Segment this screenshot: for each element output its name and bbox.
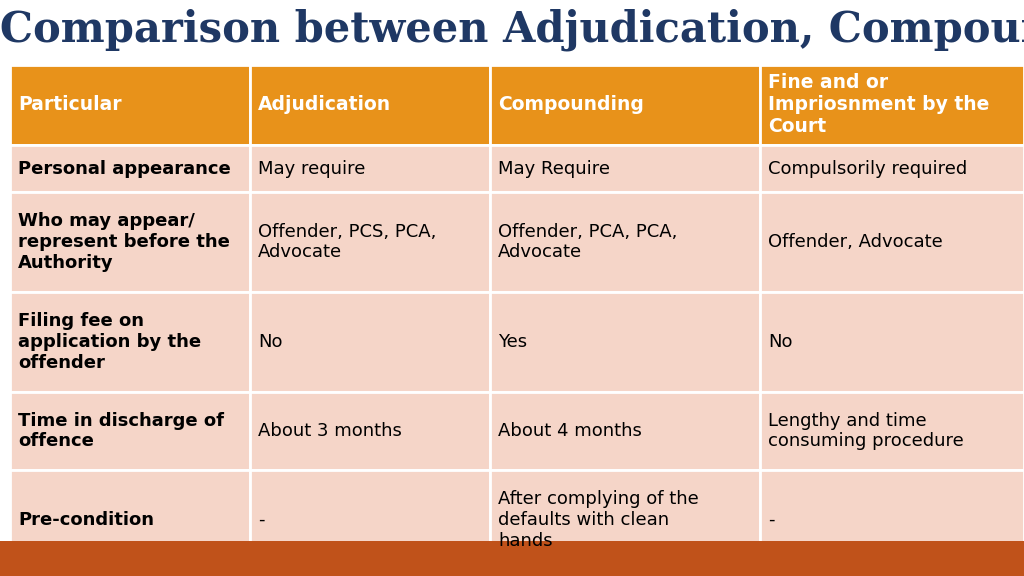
Bar [490, 192, 760, 292]
Text: Fine and or
Impriosnment by the
Court: Fine and or Impriosnment by the Court [768, 74, 989, 137]
Bar [250, 145, 490, 192]
Text: Yes: Yes [498, 333, 527, 351]
Bar [760, 292, 1024, 392]
Text: Offender, PCS, PCA,
Advocate: Offender, PCS, PCA, Advocate [258, 222, 436, 262]
Bar [490, 470, 760, 570]
Text: Offender, Advocate: Offender, Advocate [768, 233, 943, 251]
Bar [760, 192, 1024, 292]
Text: About 3 months: About 3 months [258, 422, 401, 440]
Text: No: No [768, 333, 793, 351]
Bar [10, 470, 250, 570]
Bar [760, 392, 1024, 470]
Text: Personal appearance: Personal appearance [18, 160, 230, 177]
Text: Time in discharge of
offence: Time in discharge of offence [18, 412, 224, 450]
Text: -: - [768, 511, 774, 529]
Text: Who may appear/
represent before the
Authority: Who may appear/ represent before the Aut… [18, 212, 229, 272]
Bar [760, 145, 1024, 192]
Text: May require: May require [258, 160, 366, 177]
Text: Compounding: Compounding [498, 96, 644, 115]
Text: Compulsorily required: Compulsorily required [768, 160, 968, 177]
Text: After complying of the
defaults with clean
hands: After complying of the defaults with cle… [498, 490, 698, 550]
Bar [760, 65, 1024, 145]
Text: -: - [258, 511, 264, 529]
Bar [250, 292, 490, 392]
Bar [490, 145, 760, 192]
Text: Offender, PCA, PCA,
Advocate: Offender, PCA, PCA, Advocate [498, 222, 677, 262]
Bar [250, 65, 490, 145]
Text: Pre-condition: Pre-condition [18, 511, 154, 529]
Bar [10, 65, 250, 145]
Text: Particular: Particular [18, 96, 122, 115]
Text: About 4 months: About 4 months [498, 422, 642, 440]
Bar [10, 392, 250, 470]
Text: Lengthy and time
consuming procedure: Lengthy and time consuming procedure [768, 412, 964, 450]
Text: No: No [258, 333, 283, 351]
Bar [250, 392, 490, 470]
Bar [0, 541, 1024, 576]
Bar [250, 192, 490, 292]
Bar [250, 470, 490, 570]
Bar [490, 392, 760, 470]
Bar [490, 65, 760, 145]
Text: Brief Comparison between Adjudication, Compounding: Brief Comparison between Adjudication, C… [0, 9, 1024, 51]
Bar [10, 145, 250, 192]
Bar [760, 470, 1024, 570]
Bar [10, 192, 250, 292]
Text: May Require: May Require [498, 160, 610, 177]
Bar [10, 292, 250, 392]
Bar [490, 292, 760, 392]
Text: Filing fee on
application by the
offender: Filing fee on application by the offende… [18, 312, 201, 372]
Text: Adjudication: Adjudication [258, 96, 391, 115]
